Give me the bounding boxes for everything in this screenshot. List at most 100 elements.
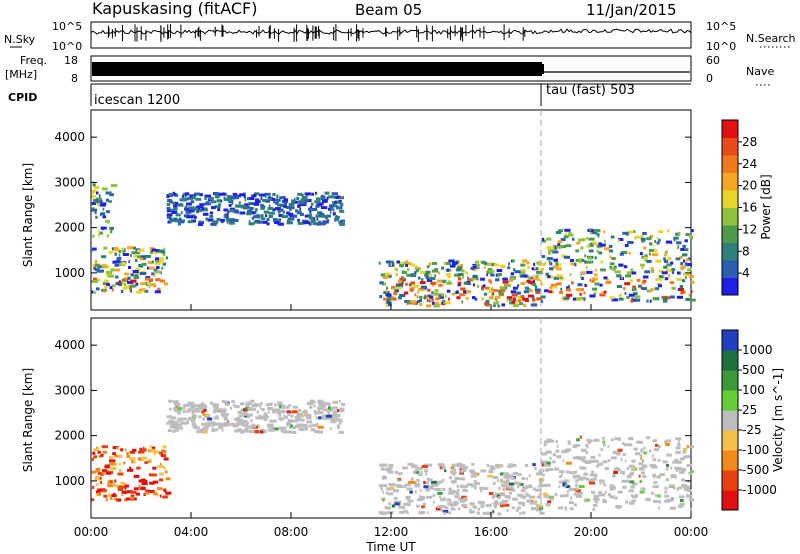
scatter-cell [211,426,214,429]
scatter-cell [254,430,259,433]
velocity-colorbar-frame [721,329,739,511]
scatter-cell [306,420,313,424]
scatter-cell [545,272,549,276]
scatter-cell [153,273,156,277]
scatter-cell [458,477,465,481]
scatter-cell [563,235,569,239]
scatter-cell [431,269,439,273]
scatter-cell [539,262,546,266]
velocity-scatter [91,399,695,516]
scatter-cell [679,285,683,288]
scatter-cell [118,250,122,254]
scatter-cell [557,243,561,247]
scatter-cell [689,267,692,271]
scatter-cell [114,252,117,256]
scatter-cell [440,302,446,306]
scatter-cell [547,483,551,487]
scatter-cell [542,469,545,473]
scatter-cell [517,506,521,510]
scatter-cell [188,209,194,213]
scatter-cell [434,289,439,293]
scatter-cell [93,455,97,459]
scatter-cell [291,199,296,203]
scatter-cell [338,199,342,203]
scatter-cell [460,466,466,470]
scatter-cell [187,401,194,405]
scatter-cell [268,215,273,218]
scatter-cell [541,483,548,487]
scatter-cell [646,289,652,293]
scatter-cell [162,262,167,266]
scatter-cell [511,293,518,297]
scatter-cell [316,422,318,426]
scatter-cell [301,418,305,422]
scatter-cell [581,276,584,280]
scatter-cell [658,275,664,279]
scatter-cell [329,207,333,211]
scatter-cell [558,229,564,233]
scatter-cell [487,268,493,271]
scatter-cell [442,488,446,491]
scatter-cell [488,296,494,300]
scatter-cell [526,477,528,481]
scatter-cell [585,477,589,481]
scatter-cell [638,284,642,288]
scatter-cell [184,205,188,209]
scatter-cell [179,426,183,430]
scatter-cell [461,300,464,304]
scatter-cell [520,282,526,285]
scatter-cell [446,281,453,285]
scatter-cell [638,474,641,478]
scatter-cell [147,266,149,270]
scatter-cell [204,197,207,200]
scatter-cell [197,406,204,410]
scatter-cell [593,473,597,477]
scatter-cell [543,494,550,498]
scatter-cell [381,484,388,488]
scatter-cell [485,504,492,508]
colorbar-tick-label: 16 [742,201,757,215]
scatter-cell [506,494,509,498]
scatter-cell [385,303,388,307]
scatter-cell [124,484,129,488]
scatter-cell [395,286,403,290]
scatter-cell [495,465,501,469]
scatter-cell [640,237,646,241]
scatter-cell [103,494,108,498]
scatter-cell [651,242,654,246]
scatter-cell [536,297,542,301]
scatter-cell [532,301,536,305]
scatter-cell [327,406,331,410]
scatter-cell [505,479,510,483]
scatter-cell [419,303,423,306]
scatter-cell [98,454,102,458]
scatter-cell [169,219,174,223]
scatter-cell [256,424,260,428]
scatter-cell [295,209,299,213]
scatter-cell [656,475,661,479]
scatter-cell [164,467,166,470]
scatter-cell [107,274,114,278]
scatter-cell [102,450,107,454]
scatter-cell [300,198,307,202]
scatter-cell [601,291,604,295]
scatter-cell [588,256,592,260]
scatter-cell [234,424,239,427]
scatter-cell [588,459,595,463]
scatter-cell [180,220,185,224]
scatter-cell [166,215,172,219]
scatter-cell [400,264,404,268]
scatter-cell [605,490,607,494]
scatter-cell [266,222,270,226]
scatter-cell [114,497,117,501]
scatter-cell [573,444,580,448]
scatter-cell [589,278,592,282]
scatter-cell [117,488,123,491]
scatter-cell [603,443,606,447]
scatter-cell [192,195,196,199]
scatter-cell [594,256,597,260]
scatter-cell [91,457,94,461]
scatter-cell [686,494,693,498]
scatter-cell [149,279,152,283]
